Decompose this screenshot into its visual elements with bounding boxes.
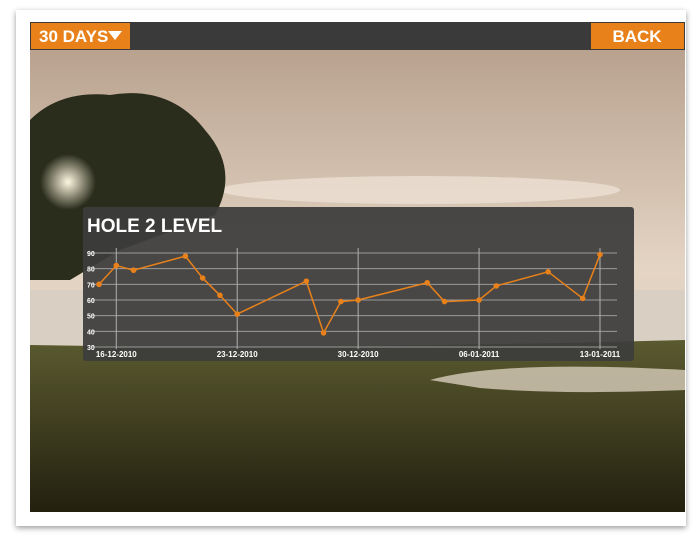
data-point: [494, 283, 500, 289]
cloud: [220, 176, 620, 204]
data-point: [442, 299, 448, 305]
data-point: [304, 278, 310, 284]
data-point: [597, 252, 603, 258]
data-point: [217, 293, 223, 299]
x-tick-label: 13-01-2011: [580, 350, 621, 359]
data-point: [355, 297, 361, 303]
x-tick-label: 16-12-2010: [96, 350, 137, 359]
data-point: [338, 299, 344, 305]
y-tick-label: 70: [87, 282, 95, 289]
data-point: [580, 296, 586, 302]
chart-title: HOLE 2 LEVEL: [87, 216, 223, 237]
data-point: [96, 282, 102, 288]
back-button[interactable]: BACK: [591, 23, 684, 49]
y-tick-label: 60: [87, 298, 95, 305]
back-button-label[interactable]: BACK: [612, 27, 662, 46]
y-tick-label: 40: [87, 329, 95, 336]
data-point: [234, 311, 240, 317]
y-tick-label: 80: [87, 267, 95, 274]
data-point: [113, 263, 119, 269]
screen: 30 DAYS BACK HOLE 2 LEVEL 30 40 50 60 70 80 90…: [0, 0, 699, 536]
menu-button-label[interactable]: 30 DAYS: [39, 27, 108, 46]
data-point: [183, 253, 189, 259]
data-point: [200, 275, 206, 281]
x-tick-label: 06-01-2011: [459, 350, 500, 359]
data-point: [321, 330, 327, 336]
data-point: [424, 280, 430, 286]
x-tick-label: 23-12-2010: [217, 350, 258, 359]
y-tick-label: 50: [87, 314, 95, 321]
data-point: [131, 267, 137, 273]
y-tick-label: 30: [87, 345, 95, 352]
sun: [40, 154, 96, 210]
x-tick-label: 30-12-2010: [338, 350, 379, 359]
y-tick-label: 90: [87, 251, 95, 258]
data-point: [545, 269, 551, 275]
menu-button[interactable]: 30 DAYS: [31, 23, 130, 49]
grass: [30, 340, 685, 512]
data-point: [476, 297, 482, 303]
